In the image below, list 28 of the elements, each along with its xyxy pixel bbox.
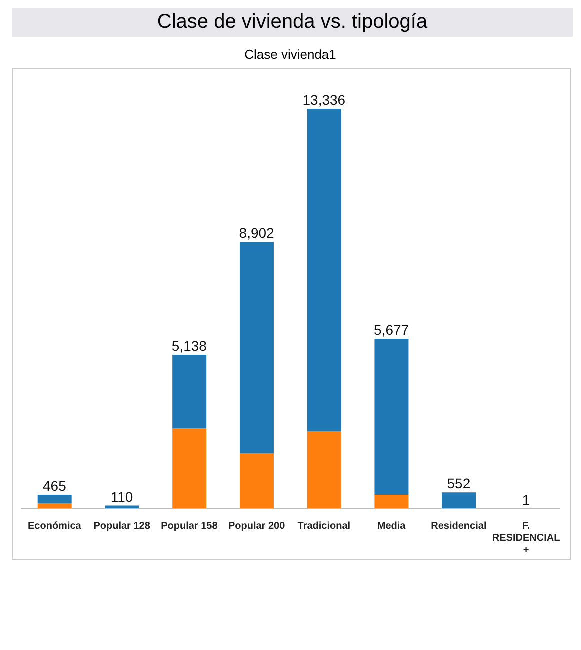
x-tick-label: F. RESIDENCIAL + <box>492 521 560 556</box>
annotation: 8,902 <box>239 225 275 242</box>
bar <box>38 495 72 504</box>
x-tick-label: Económica <box>28 521 82 532</box>
x-tick-label: Residencial <box>431 521 487 532</box>
bar <box>240 453 274 509</box>
bar <box>307 431 342 509</box>
annotation: 5,677 <box>374 322 410 338</box>
bar <box>374 495 409 509</box>
chart-subtitle: Clase vivienda1 <box>244 47 338 62</box>
annotation: 110 <box>110 488 134 505</box>
bar <box>240 242 274 454</box>
bar <box>442 492 476 509</box>
x-tick-label: Popular 200 <box>228 521 286 532</box>
x-tick-label: Tradicional <box>298 521 351 532</box>
annotation: 552 <box>447 476 471 492</box>
annotation: 13,336 <box>302 92 346 108</box>
x-tick-label: Media <box>377 521 406 532</box>
bar <box>374 339 409 495</box>
bar <box>172 355 207 429</box>
annotation: 1 <box>522 492 530 508</box>
annotation: 465 <box>43 478 67 494</box>
chart-title: Clase de vivienda vs. tipología <box>12 8 573 37</box>
x-tick-label: Popular 158 <box>161 521 218 532</box>
bar <box>307 109 342 432</box>
annotation: 5,138 <box>172 338 208 354</box>
bar <box>172 428 207 509</box>
x-tick-label: Popular 128 <box>94 521 151 532</box>
